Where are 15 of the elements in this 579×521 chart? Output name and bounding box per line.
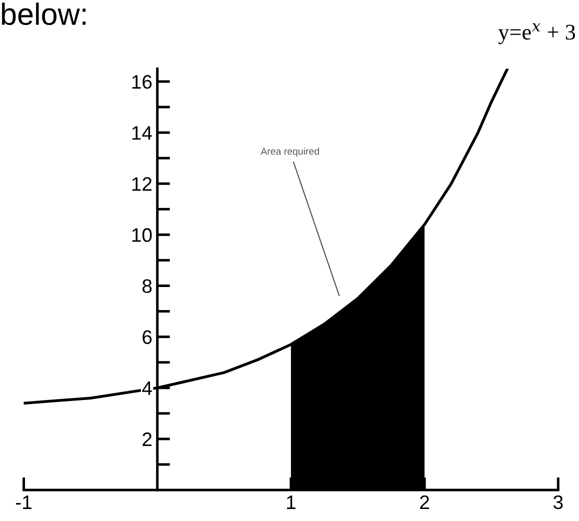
x-tick-label: 1	[287, 496, 296, 509]
y-tick-label: 6	[142, 330, 152, 344]
y-tick-label: 10	[132, 228, 152, 242]
text: y=e$^{x}$ + 3	[498, 23, 576, 44]
y-tick-label: 14	[132, 126, 152, 140]
y-tick-label: 8	[142, 279, 152, 294]
y-tick-label: 2	[142, 432, 152, 446]
annotation: Area required	[260, 148, 319, 157]
x-tick-label: 2	[420, 495, 429, 509]
x-tick-label: 3	[553, 495, 563, 510]
y-tick-label: 12	[132, 177, 152, 191]
text: below:	[2, 2, 86, 26]
y-tick-label: 16	[132, 75, 152, 89]
y-tick-label: 4	[142, 382, 152, 395]
x-tick-label: -1	[16, 496, 32, 509]
